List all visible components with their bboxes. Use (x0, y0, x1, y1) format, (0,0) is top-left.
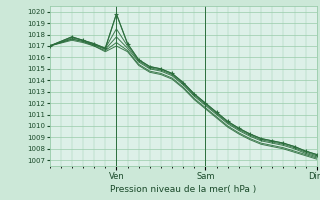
X-axis label: Pression niveau de la mer( hPa ): Pression niveau de la mer( hPa ) (110, 185, 256, 194)
